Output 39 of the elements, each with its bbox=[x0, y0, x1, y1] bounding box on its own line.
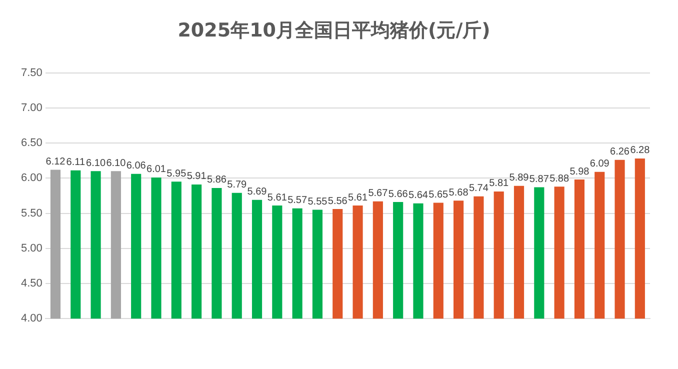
y-tick-label: 6.50 bbox=[20, 137, 42, 150]
y-tick-label: 6.00 bbox=[20, 172, 42, 184]
data-label: 6.06 bbox=[126, 160, 146, 172]
data-label: 6.10 bbox=[86, 158, 106, 169]
data-label: 6.01 bbox=[146, 164, 166, 176]
data-label: 5.56 bbox=[328, 196, 348, 207]
data-label: 5.69 bbox=[247, 186, 268, 198]
data-label: 6.28 bbox=[630, 145, 650, 156]
data-label: 6.10 bbox=[106, 158, 126, 169]
y-tick-label: 4.00 bbox=[20, 312, 42, 325]
data-label: 5.95 bbox=[166, 168, 187, 180]
data-label: 5.86 bbox=[206, 174, 227, 186]
y-tick-label: 7.00 bbox=[20, 102, 42, 114]
data-label: 5.79 bbox=[227, 180, 248, 191]
y-tick-label: 7.50 bbox=[20, 66, 42, 79]
data-label: 5.55 bbox=[308, 196, 328, 208]
data-label: 5.67 bbox=[368, 188, 388, 200]
data-label: 5.89 bbox=[509, 172, 530, 184]
data-label: 6.11 bbox=[66, 157, 86, 168]
data-label: 5.68 bbox=[448, 187, 469, 198]
chart-title: 2025年10月全国日平均猪价(元/斤) bbox=[178, 19, 490, 42]
data-label: 5.66 bbox=[388, 188, 408, 200]
data-label: 5.65 bbox=[428, 189, 449, 200]
data-label: 5.57 bbox=[288, 195, 308, 206]
data-label: 5.91 bbox=[186, 171, 207, 182]
data-label: 5.88 bbox=[550, 173, 570, 184]
data-label: 5.74 bbox=[468, 183, 489, 194]
data-label: 5.87 bbox=[529, 174, 550, 186]
data-label: 5.61 bbox=[267, 192, 288, 204]
data-label: 6.26 bbox=[610, 146, 630, 158]
y-tick-label: 5.00 bbox=[20, 242, 42, 254]
y-tick-label: 4.50 bbox=[20, 278, 42, 290]
data-label: 5.64 bbox=[408, 190, 428, 202]
y-tick-label: 5.50 bbox=[20, 207, 42, 220]
data-label: 5.61 bbox=[348, 192, 368, 204]
data-label: 6.09 bbox=[590, 158, 610, 170]
data-label: 5.98 bbox=[570, 166, 590, 178]
data-label: 5.81 bbox=[489, 178, 510, 190]
data-label: 6.12 bbox=[46, 156, 66, 168]
